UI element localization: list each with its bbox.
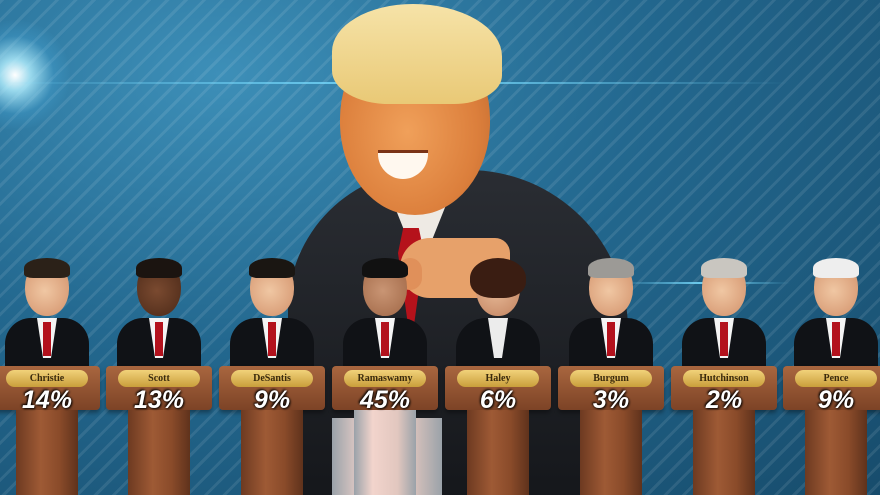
- podium-burgum: Burgum 3%: [558, 258, 664, 495]
- podium-hutchinson: Hutchinson 2%: [671, 258, 777, 495]
- podium-stand: [354, 410, 416, 495]
- nameplate: Burgum: [570, 370, 652, 387]
- podium-stand: [693, 410, 755, 495]
- candidate-figure: [569, 258, 653, 370]
- podium-stand: [580, 410, 642, 495]
- nameplate: Scott: [118, 370, 200, 387]
- nameplate: Hutchinson: [683, 370, 765, 387]
- poll-percent: 9%: [253, 386, 291, 414]
- nameplate: Pence: [795, 370, 877, 387]
- candidate-figure: [456, 258, 540, 370]
- candidate-figure: [5, 258, 89, 370]
- poll-percent: 14%: [21, 386, 73, 414]
- poll-percent: 2%: [705, 386, 743, 414]
- podium-christie: Christie 14%: [0, 258, 100, 495]
- poll-percent: 13%: [133, 386, 185, 414]
- nameplate: DeSantis: [231, 370, 313, 387]
- candidate-figure: [682, 258, 766, 370]
- poll-percent: 6%: [479, 386, 517, 414]
- podium-haley: Haley 6%: [445, 258, 551, 495]
- poll-percent: 3%: [592, 386, 630, 414]
- podium-stand: [16, 410, 78, 495]
- candidate-figure: [343, 258, 427, 370]
- nameplate: Haley: [457, 370, 539, 387]
- podium-stand: [467, 410, 529, 495]
- podium-pence: Pence 9%: [783, 258, 880, 495]
- candidate-figure: [230, 258, 314, 370]
- podium-desantis: DeSantis 9%: [219, 258, 325, 495]
- candidate-figure: [794, 258, 878, 370]
- podium-ramaswamy: Ramaswamy 45%: [332, 258, 438, 495]
- hair: [332, 4, 502, 104]
- podium-stand: [805, 410, 867, 495]
- poll-percent: 45%: [359, 386, 411, 414]
- poll-percent: 9%: [817, 386, 855, 414]
- podium-stand: [241, 410, 303, 495]
- podium-scott: Scott 13%: [106, 258, 212, 495]
- nameplate: Ramaswamy: [344, 370, 426, 387]
- candidate-figure: [117, 258, 201, 370]
- lens-flare: [0, 20, 70, 130]
- nameplate: Christie: [6, 370, 88, 387]
- podium-stand: [128, 410, 190, 495]
